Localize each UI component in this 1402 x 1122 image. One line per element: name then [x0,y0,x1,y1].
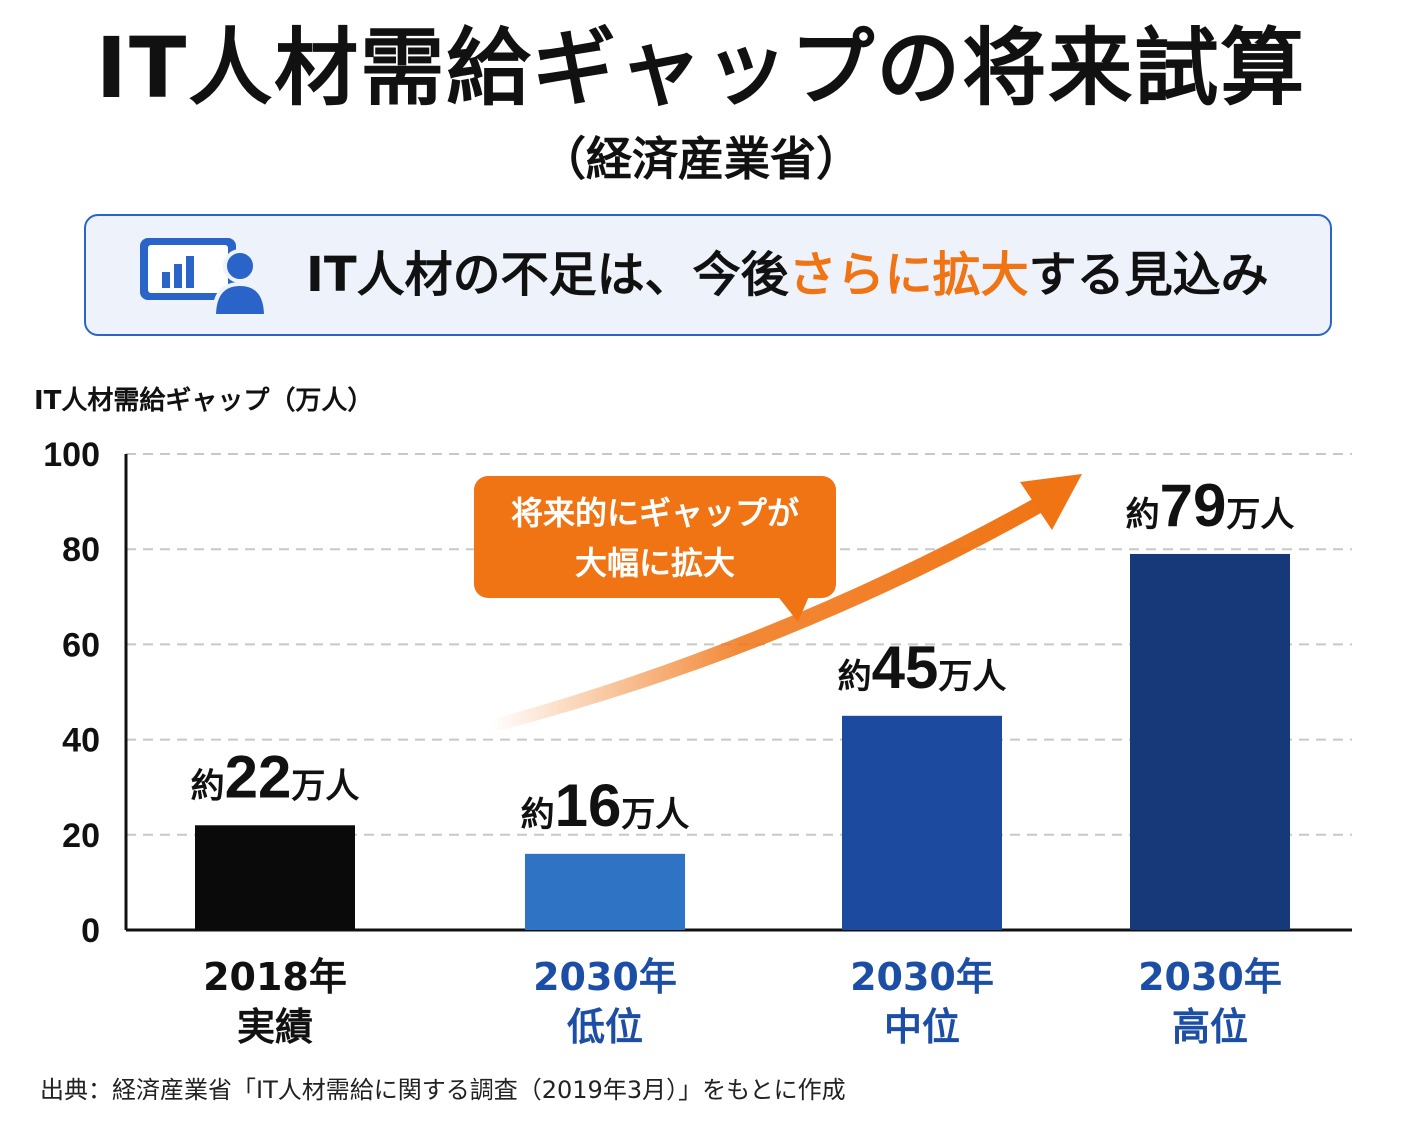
trend-arrow-head [1020,474,1082,530]
banner-text-highlight: さらに拡大 [788,247,1029,303]
key-message-banner: IT人材の不足は、今後さらに拡大する見込み [84,214,1332,336]
y-tick-label: 80 [62,531,100,569]
x-category-sublabel: 実績 [237,1005,313,1049]
callout-line-2: 大幅に拡大 [574,544,735,582]
y-tick-label: 60 [62,626,100,664]
y-tick-label: 100 [43,436,100,474]
callout-line-1: 将来的にギャップが [510,494,799,532]
y-tick-label: 40 [62,722,100,760]
x-category-label: 2030年 [850,955,994,999]
data-label: 約79万人 [1126,472,1295,539]
trend-arrow-shaft [490,495,1048,732]
banner-text-before: IT人材の不足は、今後 [306,247,789,303]
x-category-sublabel: 低位 [567,1005,643,1049]
callout-pointer [776,594,810,622]
bar [195,825,355,930]
y-tick-label: 0 [81,912,100,950]
x-category-label: 2018年 [203,955,347,999]
x-category-sublabel: 中位 [884,1005,960,1049]
bar [525,853,685,930]
y-axis-label: IT人材需給ギャップ（万人） [34,386,374,416]
data-label: 約16万人 [521,772,690,839]
growth-callout: 将来的にギャップが 大幅に拡大 [474,476,836,598]
page-subtitle: （経済産業省） [540,132,862,186]
data-label: 約22万人 [191,743,360,810]
source-note: 出典：経済産業省「IT人材需給に関する調査（2019年3月）」をもとに作成 [40,1076,846,1104]
x-category-label: 2030年 [1138,955,1282,999]
bar [842,715,1002,930]
x-category-sublabel: 高位 [1172,1005,1248,1049]
banner-message: IT人材の不足は、今後さらに拡大する見込み [306,216,1269,334]
presentation-person-icon [140,238,269,316]
data-label: 約45万人 [838,634,1007,701]
page-title: IT人材需給ギャップの将来試算 [95,19,1307,117]
y-tick-label: 20 [62,817,100,855]
banner-text-after: する見込み [1028,247,1269,303]
x-category-label: 2030年 [533,955,677,999]
bar [1130,553,1290,930]
